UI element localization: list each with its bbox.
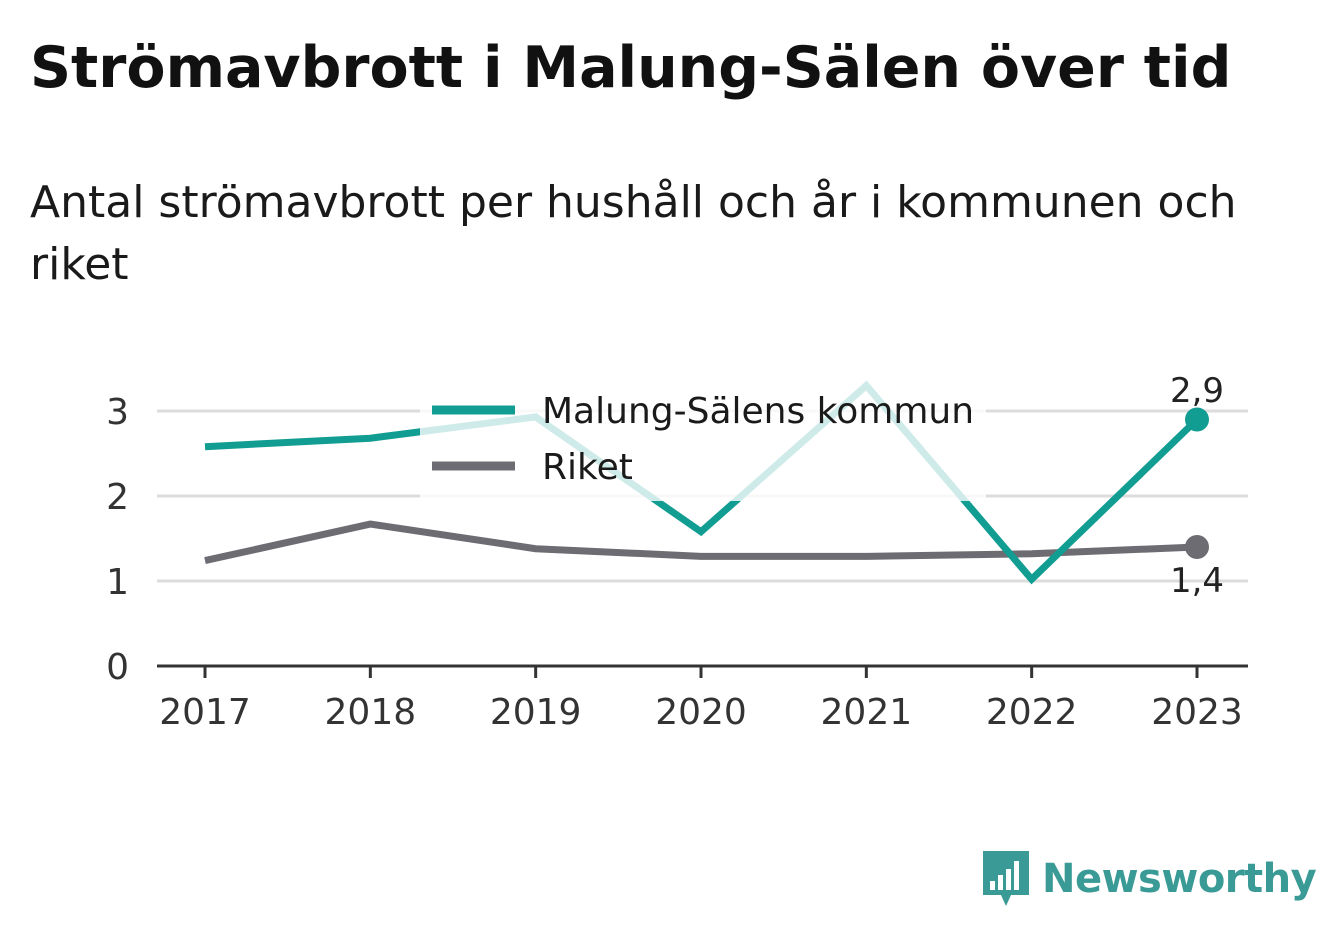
legend-label: Malung-Sälens kommun	[542, 391, 974, 432]
brand-name: Newsworthy	[1042, 856, 1317, 902]
legend-background	[420, 375, 986, 501]
x-tick-label: 2019	[490, 692, 582, 733]
x-tick-label: 2017	[159, 692, 251, 733]
y-tick-label: 2	[106, 477, 129, 518]
data-label: 1,4	[1170, 561, 1224, 601]
newsworthy-logo-icon	[983, 851, 1029, 906]
y-tick-label: 0	[106, 647, 129, 688]
x-tick-label: 2021	[821, 692, 913, 733]
legend-label: Riket	[542, 447, 633, 488]
chart-subtitle: Antal strömavbrott per hushåll och år i …	[30, 177, 1237, 290]
chart-title: Strömavbrott i Malung-Sälen över tid	[30, 35, 1232, 101]
x-tick-label: 2018	[325, 692, 417, 733]
x-tick-label: 2020	[655, 692, 747, 733]
y-tick-label: 3	[106, 392, 129, 433]
brand-logo: Newsworthy	[980, 848, 1317, 910]
legend: Malung-Sälens kommun Riket	[420, 375, 986, 501]
x-tick-label: 2022	[986, 692, 1078, 733]
y-tick-label: 1	[106, 562, 129, 603]
end-marker	[1185, 407, 1209, 432]
x-tick-label: 2023	[1151, 692, 1243, 733]
end-marker	[1185, 535, 1209, 559]
data-label: 2,9	[1170, 371, 1224, 411]
